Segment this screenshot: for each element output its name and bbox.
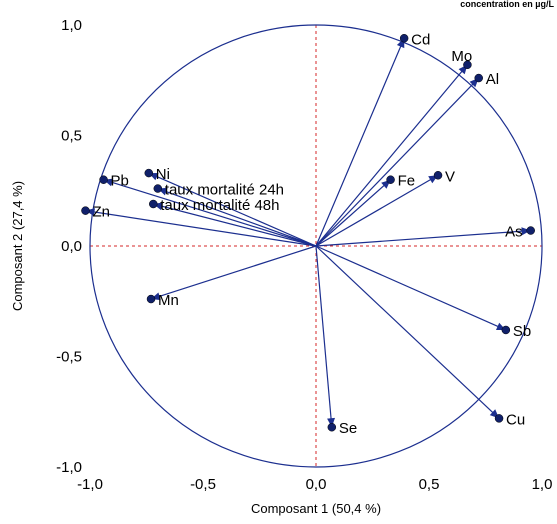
label-ni: Ni [156, 166, 170, 183]
point-pb [99, 175, 108, 184]
label-cd: Cd [411, 31, 430, 48]
tick-labels: -1,0 -0,5 0,0 0,5 1,0 -1,0 -0,5 0,0 0,5 1,0 [56, 17, 552, 493]
label-mn: Mn [158, 292, 179, 309]
arrowhead [327, 417, 335, 428]
vector-fe [315, 175, 395, 247]
vector-line [315, 38, 405, 247]
vector-line [315, 245, 333, 428]
vector-line [315, 64, 468, 247]
label-sb: Sb [513, 323, 531, 340]
header-note: concentration en µg/L [460, 0, 554, 9]
vector-line [315, 179, 391, 247]
y-tick-label: 0,5 [61, 128, 82, 145]
y-axis-label: Composant 2 (27,4 %) [10, 181, 25, 311]
vector-line [315, 229, 531, 247]
x-axis-label: Composant 1 (50,4 %) [251, 501, 381, 516]
vector-mo [315, 60, 472, 247]
x-tick-label: 1,0 [532, 476, 553, 493]
point-cd [399, 34, 409, 43]
point-se [327, 422, 337, 432]
y-tick-label: -0,5 [56, 349, 82, 366]
vector-taux-mortalit-24h [153, 184, 317, 247]
vector-v [315, 171, 443, 247]
point-zn [81, 206, 90, 215]
point-as [526, 226, 535, 235]
vector-ni [144, 168, 317, 247]
point-fe [386, 175, 395, 184]
vector-sb [315, 245, 511, 335]
vector-cd [315, 34, 409, 247]
vector-line [153, 203, 317, 247]
label-al: Al [486, 71, 499, 88]
vector-line [315, 245, 507, 331]
point-mn [146, 294, 156, 304]
label-cu: Cu [506, 411, 525, 428]
vector-line [315, 77, 480, 247]
vector-line [315, 245, 500, 419]
y-tick-label: -1,0 [56, 459, 82, 476]
reference-lines [90, 25, 542, 467]
unit-circle-group [89, 24, 543, 468]
variable-vectors [81, 34, 535, 432]
x-tick-label: -1,0 [77, 476, 103, 493]
vector-taux-mortalit-48h [149, 199, 317, 247]
point-taux-mortalit-48h [149, 199, 158, 209]
point-v [433, 171, 443, 180]
label-v: V [445, 168, 455, 185]
label-zn: Zn [92, 204, 110, 221]
vector-line [157, 187, 317, 247]
label-fe: Fe [398, 173, 416, 190]
arrowhead [521, 227, 531, 236]
point-ni [144, 168, 154, 178]
label-se: Se [339, 420, 357, 437]
vector-se [315, 245, 337, 432]
point-taux-mortalit-24h [153, 184, 163, 193]
x-tick-label: 0,5 [419, 476, 440, 493]
label-taux-mortalit-24h: taux mortalité 24h [165, 182, 284, 199]
unit-circle [89, 24, 543, 468]
vector-line [85, 210, 317, 247]
label-mo: Mo [451, 48, 472, 65]
point-mo [463, 60, 472, 70]
vector-line [315, 174, 439, 247]
point-al [474, 73, 483, 83]
vector-line [150, 245, 317, 300]
vector-line [148, 172, 317, 247]
vector-zn [81, 206, 317, 247]
y-tick-label: 0,0 [61, 238, 82, 255]
vector-line [103, 179, 317, 247]
point-cu [494, 414, 504, 423]
vector-mn [146, 245, 317, 304]
y-tick-label: 1,0 [61, 17, 82, 34]
point-sb [501, 325, 511, 335]
x-tick-label: 0,0 [306, 476, 327, 493]
x-tick-label: -0,5 [190, 476, 216, 493]
label-as: As [505, 224, 523, 241]
vector-al [315, 73, 483, 247]
vector-cu [315, 245, 504, 423]
label-pb: Pb [111, 173, 129, 190]
label-taux-mortalit-48h: taux mortalité 48h [160, 197, 279, 214]
vector-as [315, 226, 535, 247]
vector-pb [99, 175, 317, 247]
